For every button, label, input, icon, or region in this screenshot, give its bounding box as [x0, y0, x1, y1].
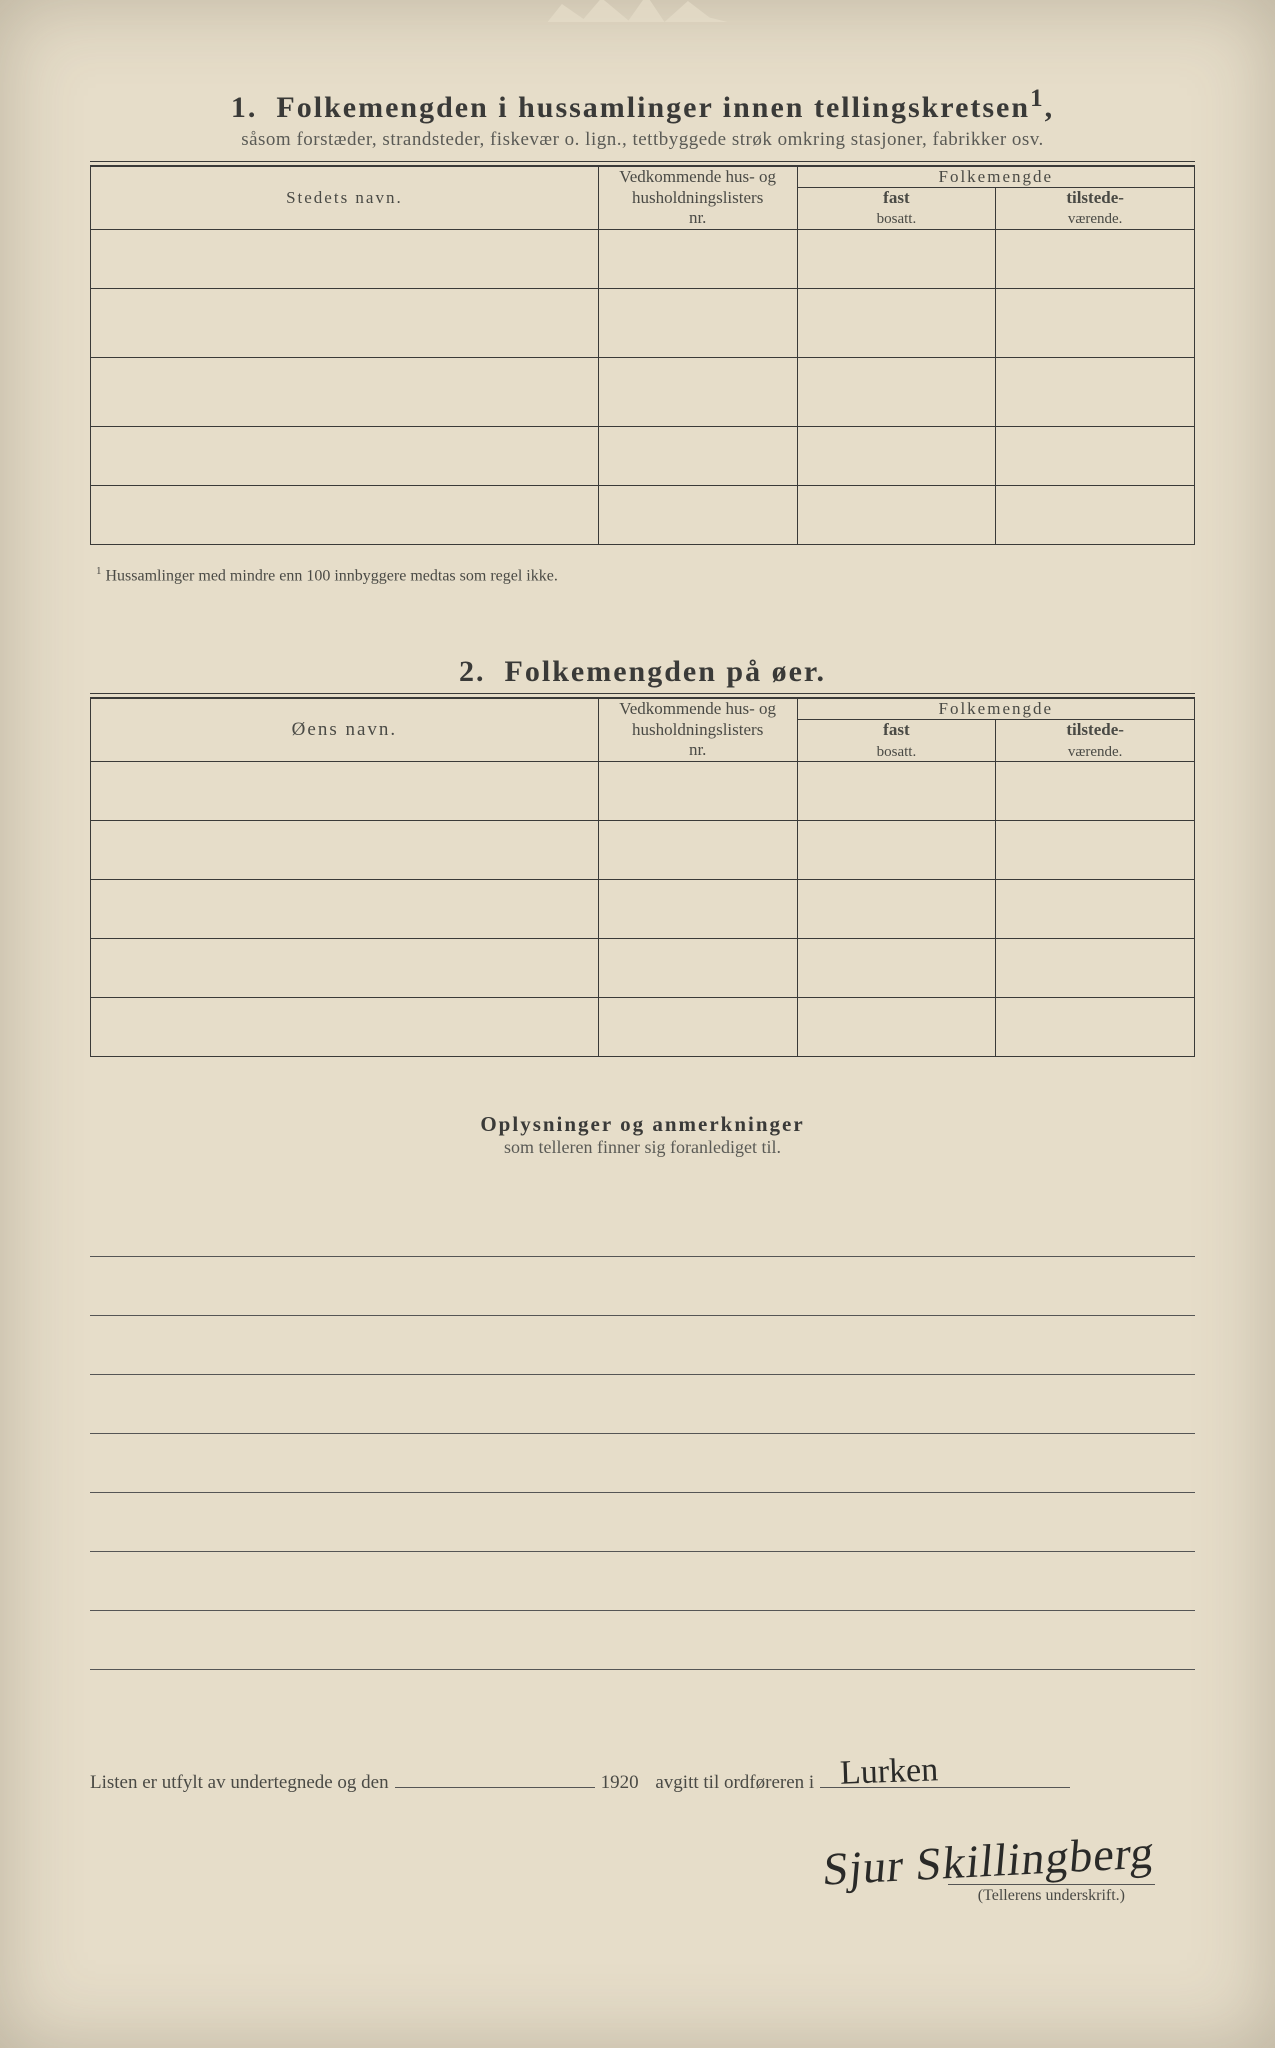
signature-block: Sjur Skillingberg (Tellerens underskrift… [90, 1834, 1195, 1905]
section2-title: Folkemengden på øer. [505, 655, 826, 688]
nr-l2: husholdningslisters [632, 188, 763, 207]
nr-l1: Vedkommende hus- og [619, 167, 776, 186]
footer-place-handwritten: Lurken [840, 1751, 939, 1792]
paper-torn-edge [548, 0, 728, 22]
col-til-header: tilstede- værende. [996, 188, 1195, 230]
section2-number: 2. [459, 655, 486, 688]
section2-heading: 2. Folkemengden på øer. [90, 655, 1195, 689]
footnote-text: Hussamlinger med mindre enn 100 innbygge… [106, 567, 558, 584]
col-fast-header2: fast bosatt. [797, 720, 996, 762]
col-folk-header2: Folkemengde [797, 699, 1194, 720]
table-row [91, 879, 1195, 938]
notes-line [90, 1493, 1195, 1552]
table-row [91, 997, 1195, 1056]
col-folk-header: Folkemengde [797, 167, 1194, 188]
section1-heading: 1. Folkemengden i hussamlinger innen tel… [90, 85, 1195, 125]
notes-line [90, 1257, 1195, 1316]
col-nr-header2: Vedkommende hus- og husholdningslisters … [598, 699, 797, 762]
notes-line [90, 1198, 1195, 1257]
til-l2: værende. [1068, 211, 1123, 227]
fast2-l2: bosatt. [877, 744, 917, 760]
table-row [91, 288, 1195, 357]
section1-number: 1. [231, 91, 258, 124]
section1-table: Stedets navn. Vedkommende hus- og hushol… [90, 166, 1195, 545]
til-l1: tilstede- [1066, 188, 1124, 207]
notes-title: Oplysninger og anmerkninger [90, 1112, 1195, 1137]
til2-l2: værende. [1068, 744, 1123, 760]
col-fast-header: fast bosatt. [797, 188, 996, 230]
table-row [91, 229, 1195, 288]
col-name-header: Stedets navn. [91, 167, 599, 230]
nr2-l1: Vedkommende hus- og [619, 699, 776, 718]
footer-pre: Listen er utfylt av undertegnede og den [90, 1772, 389, 1794]
section2-table: Øens navn. Vedkommende hus- og husholdni… [90, 698, 1195, 1057]
notes-line [90, 1375, 1195, 1434]
footer-year: 1920 [601, 1772, 639, 1794]
fast-l1: fast [883, 188, 909, 207]
notes-line [90, 1552, 1195, 1611]
table-row [91, 485, 1195, 544]
nr-l3: nr. [689, 208, 706, 227]
footer-line: Listen er utfylt av undertegnede og den … [90, 1765, 1195, 1794]
table-header-row: Øens navn. Vedkommende hus- og husholdni… [91, 699, 1195, 720]
col-nr-header: Vedkommende hus- og husholdningslisters … [598, 167, 797, 230]
col-til-header2: tilstede- værende. [996, 720, 1195, 762]
table-row [91, 938, 1195, 997]
section1-title: Folkemengden i hussamlinger innen tellin… [276, 91, 1030, 124]
fast-l2: bosatt. [877, 211, 917, 227]
footer-mid: avgitt til ordføreren i [655, 1772, 814, 1794]
section1-sup: 1 [1030, 85, 1045, 112]
section1-footnote: 1 Hussamlinger med mindre enn 100 innbyg… [90, 565, 1195, 585]
footer-blank-date [395, 1765, 595, 1788]
nr2-l3: nr. [689, 740, 706, 759]
notes-subtitle: som telleren finner sig foranlediget til… [90, 1137, 1195, 1158]
table-row [91, 820, 1195, 879]
til2-l1: tilstede- [1066, 720, 1124, 739]
notes-line [90, 1434, 1195, 1493]
table-row [91, 761, 1195, 820]
col-name-header2: Øens navn. [91, 699, 599, 762]
notes-line [90, 1611, 1195, 1670]
table-header-row: Stedets navn. Vedkommende hus- og hushol… [91, 167, 1195, 188]
table-row [91, 426, 1195, 485]
notes-line [90, 1316, 1195, 1375]
nr2-l2: husholdningslisters [632, 720, 763, 739]
section1-subtitle: såsom forstæder, strandsteder, fiskevær … [90, 129, 1195, 151]
table-row [91, 357, 1195, 426]
footer-blank-place: Lurken [820, 1765, 1070, 1788]
document-page: 1. Folkemengden i hussamlinger innen tel… [0, 0, 1275, 2048]
fast2-l1: fast [883, 720, 909, 739]
